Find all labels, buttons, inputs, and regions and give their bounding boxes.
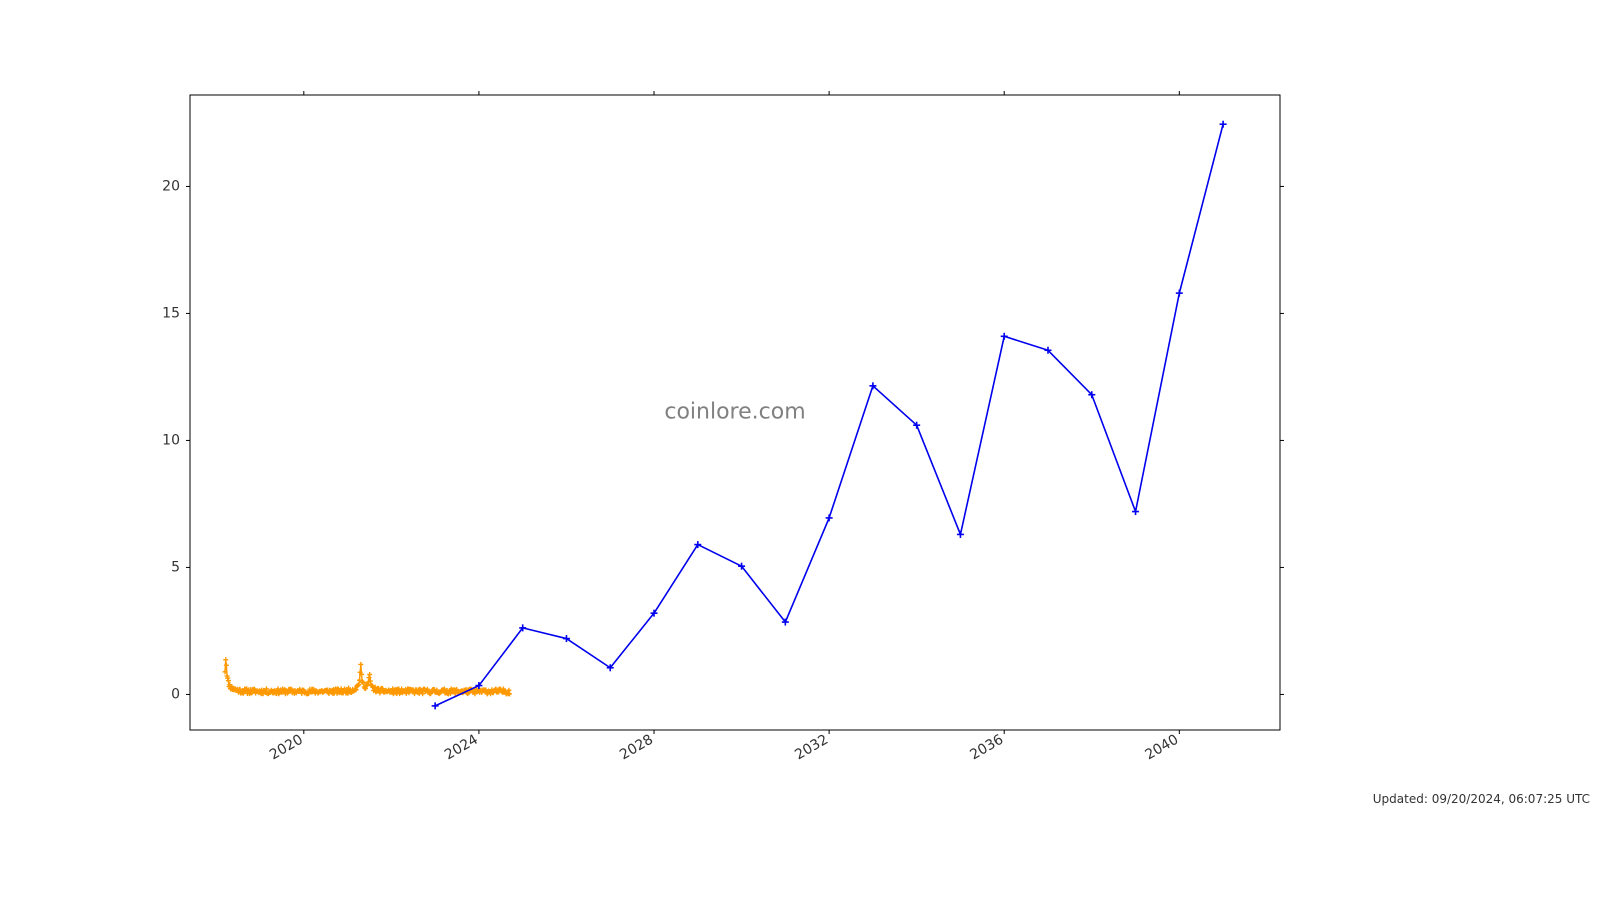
ytick-label: 0 xyxy=(171,686,180,702)
xtick-label: 2036 xyxy=(967,732,1006,764)
xtick-label: 2032 xyxy=(792,732,831,764)
ytick-label: 5 xyxy=(171,559,180,575)
ytick-label: 20 xyxy=(162,178,180,194)
watermark: coinlore.com xyxy=(664,400,805,425)
chart-container: 05101520202020242028203220362040coinlore… xyxy=(0,0,1600,900)
chart-svg: 05101520202020242028203220362040coinlore… xyxy=(0,0,1600,900)
forecast-series-line xyxy=(435,124,1223,706)
xtick-label: 2040 xyxy=(1142,732,1181,764)
ytick-label: 15 xyxy=(162,305,180,321)
xtick-label: 2028 xyxy=(617,732,656,764)
forecast-series-markers xyxy=(432,121,1227,710)
xtick-label: 2020 xyxy=(267,732,306,764)
xtick-label: 2024 xyxy=(442,732,481,764)
ytick-label: 10 xyxy=(162,432,180,448)
updated-caption: Updated: 09/20/2024, 06:07:25 UTC xyxy=(1373,792,1590,806)
